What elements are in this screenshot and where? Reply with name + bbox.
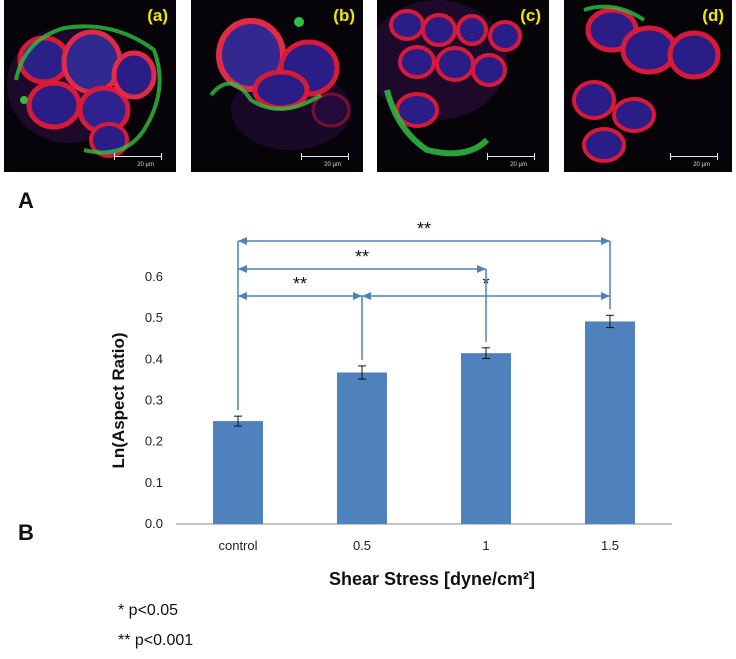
scale-bar (670, 153, 718, 160)
micrograph-b-image (191, 0, 363, 172)
micrograph-d: (d) 20 µm (564, 0, 732, 172)
y-tick-label: 0.5 (145, 310, 163, 325)
significance-note-single: * p<0.05 (118, 602, 179, 619)
y-tick-label: 0.0 (145, 516, 163, 531)
significance-label: ** (293, 274, 307, 294)
significance-label: ** (417, 219, 431, 239)
significance-note-double: ** p<0.001 (118, 632, 194, 649)
bracket-arrow (362, 292, 371, 300)
bar (337, 372, 387, 524)
bracket-arrow (601, 292, 610, 300)
figure-letter-b: B (18, 520, 34, 545)
x-tick-label: 1 (482, 538, 489, 553)
bracket-arrow (601, 237, 610, 245)
micrograph-d-image (564, 0, 732, 172)
y-tick-label: 0.6 (145, 269, 163, 284)
bracket-arrow (353, 292, 362, 300)
scale-bar (301, 153, 349, 160)
x-tick-label: control (218, 538, 257, 553)
bar (585, 321, 635, 524)
micrograph-c: (c) 20 µm (377, 0, 549, 172)
y-axis-title: Ln(Aspect Ratio) (109, 333, 128, 469)
significance-label: ** (355, 247, 369, 267)
micrograph-c-image (377, 0, 549, 172)
micrograph-b: (b) 20 µm (191, 0, 363, 172)
micrograph-a-image (4, 0, 176, 172)
scale-bar-label: 20 µm (693, 162, 710, 168)
panel-label-c: (c) (520, 6, 541, 25)
scale-bar (487, 153, 535, 160)
bar (213, 421, 263, 524)
scale-bar-label: 20 µm (510, 162, 527, 168)
bracket-arrow (238, 292, 247, 300)
panel-label-a: (a) (147, 6, 168, 25)
panel-label-b: (b) (333, 6, 355, 25)
y-tick-label: 0.2 (145, 434, 163, 449)
bracket-arrow (238, 237, 247, 245)
bar (461, 353, 511, 524)
bracket-arrow (238, 265, 247, 273)
scale-bar-label: 20 µm (324, 162, 341, 168)
y-tick-label: 0.3 (145, 393, 163, 408)
y-tick-label: 0.1 (145, 475, 163, 490)
x-tick-label: 1.5 (601, 538, 619, 553)
y-tick-label: 0.4 (145, 351, 163, 366)
scale-bar (114, 153, 162, 160)
scale-bar-label: 20 µm (137, 162, 154, 168)
bracket-arrow (477, 265, 486, 273)
micrograph-a: (a) 20 µm (4, 0, 176, 172)
x-tick-label: 0.5 (353, 538, 371, 553)
x-axis-title: Shear Stress [dyne/cm²] (329, 569, 535, 589)
figure-letter-a: A (18, 188, 34, 213)
panel-label-d: (d) (702, 6, 724, 25)
